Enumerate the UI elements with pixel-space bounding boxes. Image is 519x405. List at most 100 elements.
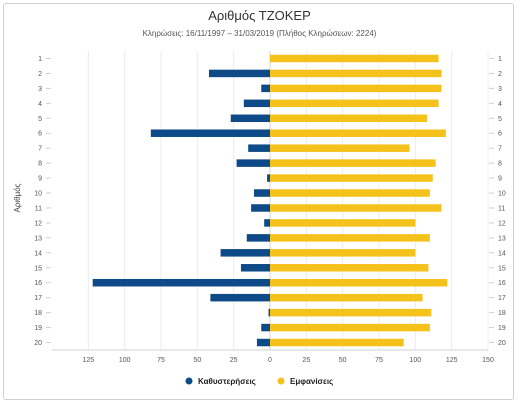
x-tick-label: 100 <box>119 357 131 364</box>
y-tick-label-right: 18 <box>498 310 506 317</box>
delay-bar <box>251 204 270 212</box>
y-tick-label: 7 <box>38 146 42 153</box>
delay-bar <box>267 174 270 182</box>
y-tick-label-right: 16 <box>498 280 506 287</box>
y-tick-label-right: 17 <box>498 295 506 302</box>
y-tick-label: 1 <box>38 56 42 63</box>
appearance-bar <box>270 174 433 182</box>
y-tick-label-right: 5 <box>498 116 502 123</box>
y-tick-label-right: 2 <box>498 71 502 78</box>
appearance-bar <box>270 84 442 93</box>
y-tick-label-right: 4 <box>498 101 502 108</box>
y-tick-label: 2 <box>38 71 42 78</box>
delay-bar <box>248 144 270 152</box>
y-tick-label: 3 <box>38 86 42 93</box>
y-tick-label: 13 <box>34 235 42 242</box>
x-tick-label: 100 <box>409 357 421 364</box>
x-tick-label: 0 <box>268 357 272 364</box>
y-tick-label: 12 <box>34 220 42 227</box>
delay-bar <box>210 293 270 302</box>
y-tick-label-right: 3 <box>498 86 502 93</box>
x-tick-label: 25 <box>230 357 238 364</box>
appearance-bar <box>270 219 416 227</box>
delay-bar <box>240 264 270 272</box>
y-tick-label: 20 <box>34 340 42 347</box>
x-tick-label: 25 <box>302 357 310 364</box>
appearance-bar <box>270 204 442 212</box>
y-tick-label: 8 <box>38 161 42 168</box>
chart-subtitle: Κληρώσεις: 16/11/1997 – 31/03/2019 (Πλήθ… <box>143 29 377 38</box>
y-tick-label: 14 <box>34 250 42 257</box>
appearance-bar <box>270 308 432 317</box>
appearance-bar <box>270 144 410 152</box>
y-tick-label: 17 <box>34 295 42 302</box>
appearance-bar <box>270 189 430 197</box>
delay-bar <box>254 189 270 197</box>
y-tick-label: 15 <box>34 265 42 272</box>
appearance-bar <box>270 249 416 257</box>
appearance-bar <box>270 278 448 287</box>
x-tick-label: 75 <box>157 357 165 364</box>
y-tick-label-right: 8 <box>498 161 502 168</box>
x-tick-label: 50 <box>339 357 347 364</box>
y-tick-label-right: 19 <box>498 325 506 332</box>
y-tick-label: 9 <box>38 176 42 183</box>
x-tick-label: 50 <box>193 357 201 364</box>
appearance-bar <box>270 159 436 167</box>
legend-marker <box>185 377 193 385</box>
bars <box>92 54 448 347</box>
appearance-bar <box>270 264 429 272</box>
y-tick-label: 10 <box>34 191 42 198</box>
y-tick-label-right: 6 <box>498 131 502 138</box>
y-tick-label-right: 9 <box>498 176 502 183</box>
x-tick-label: 150 <box>482 357 494 364</box>
delay-bar <box>256 338 270 347</box>
appearance-bar <box>270 323 430 332</box>
y-tick-label-right: 13 <box>498 235 506 242</box>
y-tick-label: 4 <box>38 101 42 108</box>
delay-bar <box>236 159 270 167</box>
delay-bar <box>264 219 270 227</box>
x-tick-label: 125 <box>82 357 94 364</box>
appearance-bar <box>270 293 423 302</box>
y-tick-label-right: 11 <box>498 205 505 212</box>
delay-bar <box>243 99 270 108</box>
delay-bar <box>268 308 270 317</box>
appearance-bar <box>270 129 446 137</box>
y-tick-label-right: 15 <box>498 265 506 272</box>
legend-label: Καθυστερήσεις <box>198 377 256 386</box>
legend-marker <box>277 377 285 385</box>
legend-label: Εμφανίσεις <box>290 377 333 386</box>
grid-lines <box>52 51 489 351</box>
delay-bar <box>261 323 270 332</box>
y-tick-label: 19 <box>34 325 42 332</box>
y-tick-label-right: 7 <box>498 146 502 153</box>
appearance-bar <box>270 234 430 242</box>
y-tick-label-right: 12 <box>498 220 506 227</box>
y-tick-label: 16 <box>34 280 42 287</box>
y-tick-label-right: 20 <box>498 340 506 347</box>
y-tick-label-right: 10 <box>498 191 506 198</box>
appearance-bar <box>270 54 439 63</box>
x-tick-label: 125 <box>446 357 458 364</box>
appearance-bar <box>270 69 442 78</box>
delay-bar <box>220 249 270 257</box>
delay-bar <box>230 114 270 123</box>
x-tick-label: 75 <box>375 357 383 364</box>
delay-bar <box>208 69 270 78</box>
delay-bar <box>150 129 270 137</box>
delay-bar <box>261 84 270 93</box>
y-tick-label-right: 1 <box>498 56 502 63</box>
x-ticks: 125 100 75 50 25 0 25 50 75 100 125 150 <box>82 357 493 364</box>
appearance-bar <box>270 114 427 123</box>
y-tick-label: 5 <box>38 116 42 123</box>
y-tick-label: 11 <box>35 205 42 212</box>
delay-bar <box>92 278 271 287</box>
y-tick-label-right: 14 <box>498 250 506 257</box>
appearance-bar <box>270 99 439 108</box>
y-tick-label: 18 <box>34 310 42 317</box>
delay-bar <box>246 234 270 242</box>
y-axis-title: Αριθμός <box>13 183 22 212</box>
appearance-bar <box>270 338 404 347</box>
